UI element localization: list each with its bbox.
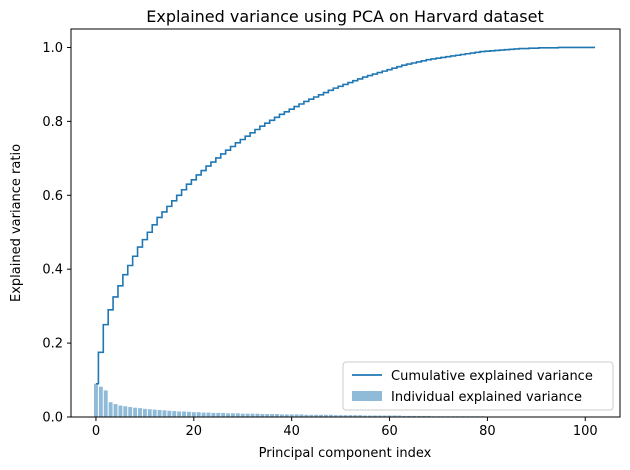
- bar-individual-variance: [412, 415, 416, 417]
- bar-individual-variance: [416, 415, 421, 417]
- bar-individual-variance: [162, 410, 167, 417]
- bars-layer: [93, 383, 519, 417]
- bar-individual-variance: [348, 415, 353, 417]
- bar-individual-variance: [343, 415, 348, 417]
- y-tick-label: 0.2: [42, 337, 63, 352]
- bar-individual-variance: [93, 383, 98, 417]
- x-tick-label: 40: [283, 424, 300, 439]
- bar-individual-variance: [128, 407, 133, 417]
- bar-individual-variance: [206, 412, 211, 417]
- bar-individual-variance: [333, 415, 338, 417]
- bar-individual-variance: [250, 413, 255, 417]
- bar-individual-variance: [255, 413, 260, 417]
- bar-individual-variance: [289, 414, 294, 417]
- x-tick-label: 80: [479, 424, 496, 439]
- bar-individual-variance: [328, 414, 333, 417]
- chart-title: Explained variance using PCA on Harvard …: [146, 7, 544, 26]
- bar-individual-variance: [123, 406, 128, 417]
- bar-individual-variance: [152, 409, 157, 417]
- bar-individual-variance: [353, 415, 358, 417]
- bar-individual-variance: [240, 413, 245, 417]
- bar-individual-variance: [142, 408, 147, 417]
- bar-individual-variance: [372, 415, 377, 417]
- legend: Cumulative explained variance Individual…: [342, 361, 614, 411]
- bar-individual-variance: [402, 415, 407, 417]
- bar-individual-variance: [279, 414, 284, 417]
- bar-individual-variance: [265, 414, 270, 417]
- bar-individual-variance: [319, 414, 323, 417]
- x-tick-label: 60: [381, 424, 398, 439]
- bar-individual-variance: [108, 402, 113, 417]
- bar-individual-variance: [231, 413, 235, 417]
- bar-individual-variance: [221, 412, 226, 417]
- bar-individual-variance: [426, 415, 431, 417]
- bar-individual-variance: [309, 414, 314, 417]
- x-tick-label: 20: [186, 424, 203, 439]
- bar-individual-variance: [299, 414, 304, 417]
- x-tick-label: 100: [573, 424, 598, 439]
- bar-individual-variance: [338, 415, 343, 417]
- bar-individual-variance: [245, 413, 250, 417]
- bar-individual-variance: [392, 415, 397, 417]
- bar-individual-variance: [216, 412, 221, 417]
- legend-box: [342, 361, 614, 411]
- bar-individual-variance: [147, 409, 152, 417]
- bar-individual-variance: [98, 386, 103, 417]
- bar-individual-variance: [368, 415, 372, 417]
- bar-individual-variance: [182, 411, 186, 417]
- bar-individual-variance: [103, 390, 108, 417]
- bar-individual-variance: [118, 405, 123, 417]
- legend-label-cumulative: Cumulative explained variance: [391, 369, 593, 384]
- bar-individual-variance: [201, 412, 206, 417]
- y-axis-label: Explained variance ratio: [9, 144, 24, 302]
- line-layer: [95, 46, 596, 385]
- bar-individual-variance: [177, 411, 182, 417]
- bar-individual-variance: [387, 415, 392, 417]
- x-axis-ticks: 0 20 40 60 80 100: [92, 417, 598, 439]
- bar-individual-variance: [113, 404, 118, 417]
- bar-individual-variance: [211, 412, 216, 417]
- bar-individual-variance: [133, 407, 138, 417]
- bar-individual-variance: [157, 409, 162, 417]
- bar-individual-variance: [172, 411, 177, 417]
- axes-frame: [70, 28, 621, 418]
- y-tick-label: 0.8: [42, 115, 63, 130]
- y-tick-label: 0.0: [42, 411, 63, 426]
- bar-individual-variance: [275, 414, 279, 417]
- bar-individual-variance: [363, 415, 368, 417]
- x-tick-label: 0: [92, 424, 100, 439]
- bar-individual-variance: [314, 414, 319, 417]
- bar-individual-variance: [407, 415, 412, 417]
- legend-label-individual: Individual explained variance: [391, 390, 582, 405]
- bar-individual-variance: [284, 414, 289, 417]
- bar-individual-variance: [421, 415, 426, 417]
- bar-individual-variance: [304, 414, 309, 417]
- bar-individual-variance: [196, 412, 201, 417]
- y-tick-label: 0.4: [42, 263, 63, 278]
- bar-individual-variance: [397, 415, 402, 417]
- bar-individual-variance: [138, 408, 142, 417]
- bar-individual-variance: [377, 415, 382, 417]
- bar-individual-variance: [186, 411, 191, 417]
- bar-individual-variance: [294, 414, 299, 417]
- x-axis-label: Principal component index: [259, 446, 432, 461]
- bar-individual-variance: [382, 415, 387, 417]
- y-tick-label: 1.0: [42, 41, 63, 56]
- bar-individual-variance: [260, 414, 265, 417]
- bar-individual-variance: [235, 413, 240, 417]
- bar-individual-variance: [270, 414, 275, 417]
- bar-individual-variance: [323, 414, 328, 417]
- y-axis-ticks: 0.0 0.2 0.4 0.6 0.8 1.0: [42, 41, 71, 426]
- bar-individual-variance: [226, 413, 231, 417]
- y-tick-label: 0.6: [42, 189, 63, 204]
- cumulative-variance-line: [95, 46, 596, 385]
- bar-individual-variance: [167, 410, 172, 417]
- legend-bar-swatch: [352, 391, 382, 401]
- bar-individual-variance: [358, 415, 363, 417]
- bar-individual-variance: [191, 412, 196, 417]
